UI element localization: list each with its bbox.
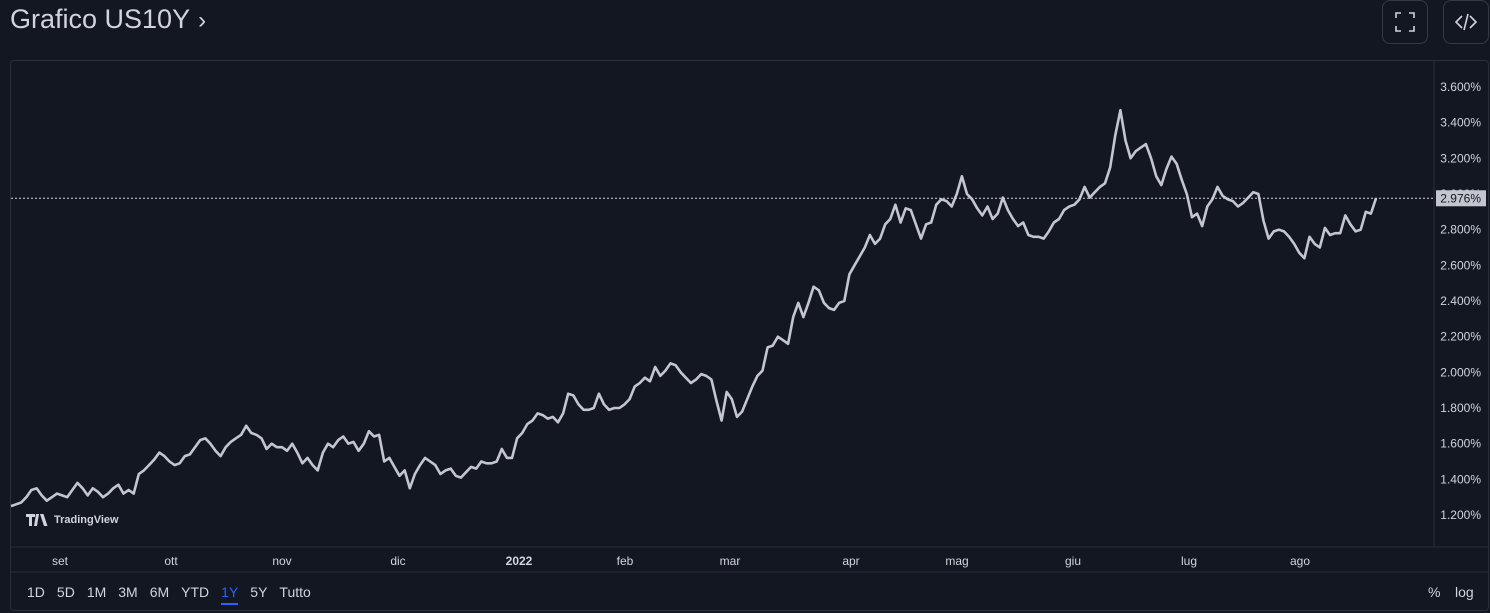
timeframe-tutto[interactable]: Tutto [279, 584, 311, 600]
x-tick-label: ott [164, 554, 178, 568]
percent-scale-toggle[interactable]: % [1428, 584, 1441, 600]
tradingview-logo[interactable]: TradingView [26, 514, 119, 526]
y-tick-label: 1.400% [1440, 472, 1481, 486]
x-tick-label: mar [720, 554, 741, 568]
y-tick-label: 1.800% [1440, 401, 1481, 415]
tradingview-logo-icon [26, 514, 48, 526]
x-tick-label: ago [1290, 554, 1310, 568]
code-embed-icon [1454, 13, 1478, 31]
x-tick-label: giu [1065, 554, 1081, 568]
x-tick-label: 2022 [506, 554, 533, 568]
timeframe-6m[interactable]: 6M [149, 584, 170, 600]
log-scale-toggle[interactable]: log [1455, 584, 1474, 600]
timeframe-selector: 1D 5D 1M 3M 6M YTD 1Y 5Y Tutto [27, 584, 323, 605]
embed-code-button[interactable] [1443, 0, 1489, 44]
x-tick-label: dic [390, 554, 405, 568]
timeframe-3m[interactable]: 3M [118, 584, 138, 600]
last-price-label: 2.976% [1440, 191, 1481, 205]
y-tick-label: 2.000% [1440, 365, 1481, 379]
y-tick-label: 3.200% [1440, 151, 1481, 165]
y-tick-label: 3.400% [1440, 116, 1481, 130]
chevron-right-icon: › [198, 7, 207, 34]
fullscreen-button[interactable] [1382, 0, 1428, 44]
y-tick-label: 2.800% [1440, 223, 1481, 237]
y-tick-label: 1.200% [1440, 508, 1481, 522]
chart-frame [10, 60, 1489, 611]
x-tick-label: feb [617, 554, 634, 568]
y-tick-label: 2.200% [1440, 330, 1481, 344]
timeframe-ytd[interactable]: YTD [181, 584, 210, 600]
chart-title-link[interactable]: Grafico US10Y › [10, 4, 206, 35]
timeframe-1m[interactable]: 1M [86, 584, 107, 600]
x-tick-label: lug [1181, 554, 1197, 568]
chart-title: Grafico US10Y [10, 4, 191, 34]
timeframe-5d[interactable]: 5D [56, 584, 75, 600]
x-tick-label: apr [842, 554, 859, 568]
logo-text: TradingView [54, 514, 119, 526]
timeframe-1d[interactable]: 1D [27, 584, 45, 600]
last-price-badge [1436, 190, 1486, 207]
x-tick-label: set [52, 554, 69, 568]
price-line-series [10, 108, 1378, 508]
x-tick-label: nov [272, 554, 291, 568]
y-tick-label: 2.400% [1440, 294, 1481, 308]
fullscreen-icon [1395, 12, 1415, 32]
y-tick-label: 2.600% [1440, 258, 1481, 272]
timeframe-5y[interactable]: 5Y [250, 584, 268, 600]
y-tick-label: 1.600% [1440, 437, 1481, 451]
y-tick-label: 3.600% [1440, 80, 1481, 94]
x-tick-label: mag [945, 554, 968, 568]
timeframe-1y[interactable]: 1Y [221, 584, 239, 605]
